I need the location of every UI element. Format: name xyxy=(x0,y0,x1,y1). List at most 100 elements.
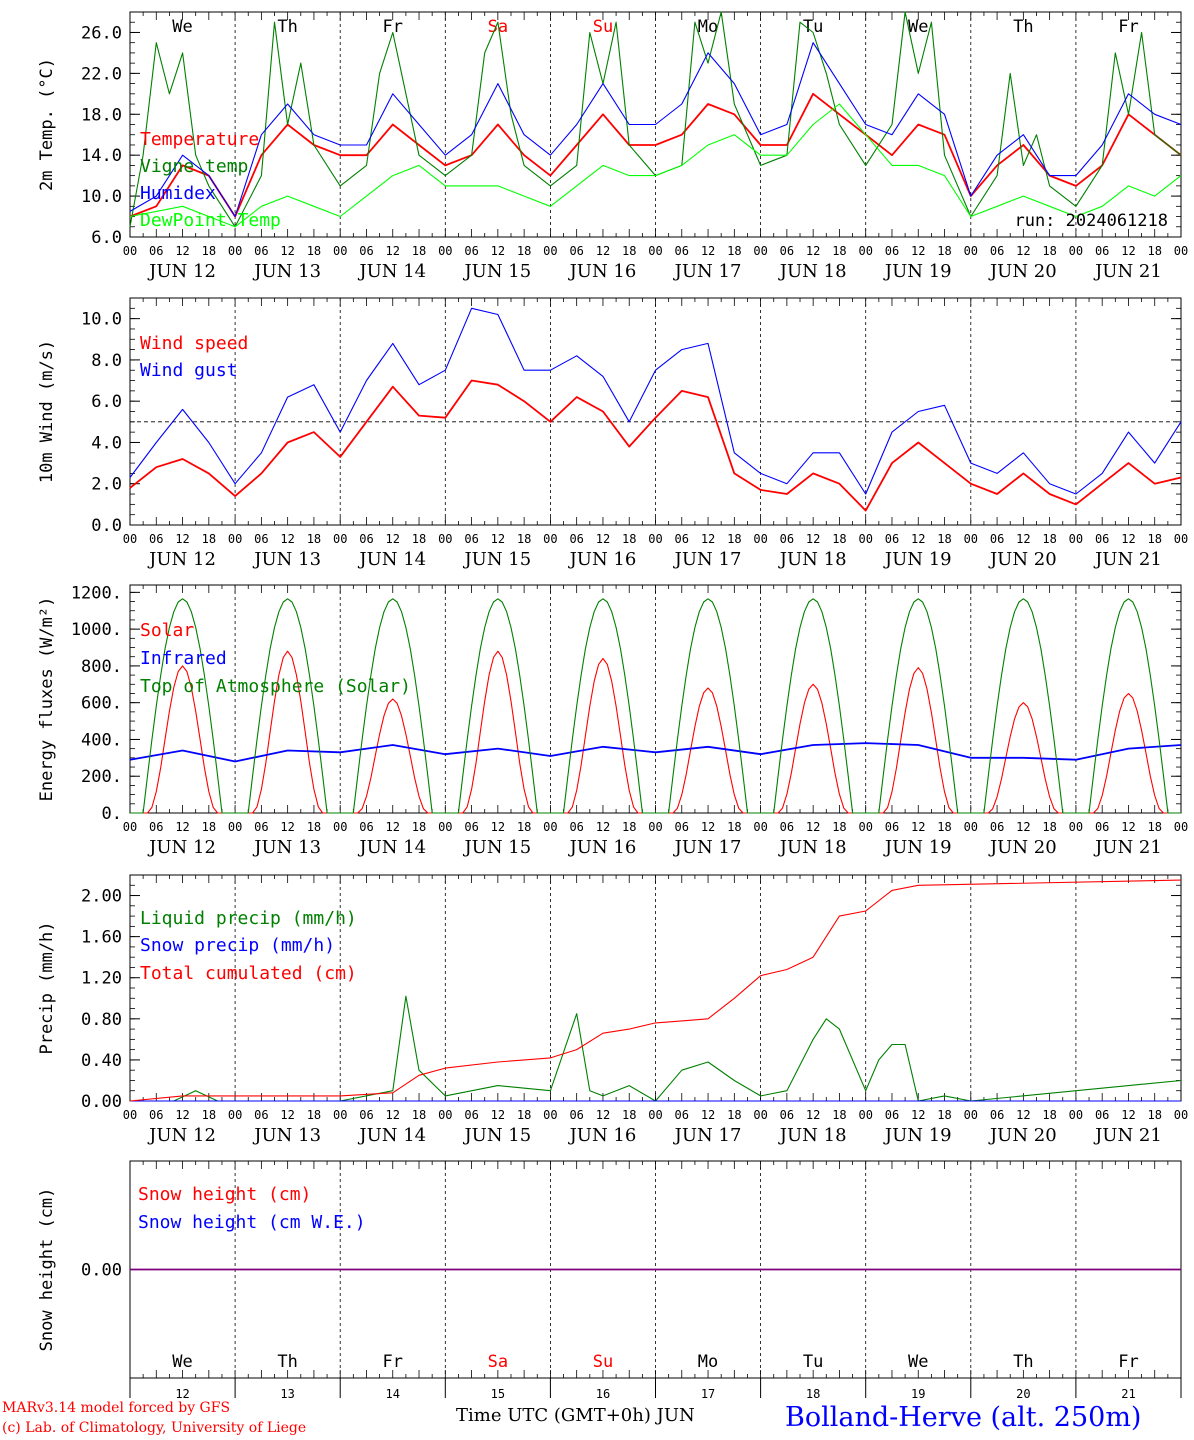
day-number-label: 17 xyxy=(701,1387,715,1401)
day-name-label: Tu xyxy=(803,1352,823,1372)
series-line xyxy=(129,103,1182,228)
date-label: JUN 15 xyxy=(462,261,531,282)
y-axis-label: 10m Wind (m/s) xyxy=(37,340,57,483)
hour-tick-label: 00 xyxy=(438,820,452,834)
date-label: JUN 21 xyxy=(1093,261,1162,282)
y-tick-label: 600. xyxy=(81,694,122,714)
hour-tick-label: 06 xyxy=(359,820,373,834)
date-label: JUN 17 xyxy=(673,261,742,282)
hour-tick-label: 18 xyxy=(832,820,846,834)
hour-tick-label: 18 xyxy=(517,244,531,258)
date-label: JUN 13 xyxy=(252,549,321,570)
hour-tick-label: 06 xyxy=(990,1108,1004,1122)
day-number-label: 20 xyxy=(1016,1387,1030,1401)
hour-tick-label: 12 xyxy=(175,244,189,258)
hour-tick-label: 12 xyxy=(1121,820,1135,834)
hour-tick-label: 00 xyxy=(648,244,662,258)
hour-tick-label: 06 xyxy=(254,532,268,546)
y-tick-label: 200. xyxy=(81,767,122,787)
hour-tick-label: 18 xyxy=(307,1108,321,1122)
hour-tick-label: 00 xyxy=(333,244,347,258)
hour-tick-label: 00 xyxy=(1069,820,1083,834)
hour-tick-label: 18 xyxy=(727,244,741,258)
y-tick-label: 1.60 xyxy=(81,928,122,948)
hour-tick-label: 18 xyxy=(517,1108,531,1122)
date-label: JUN 18 xyxy=(778,837,847,858)
legend-entry: Total cumulated (cm) xyxy=(140,963,357,984)
day-number-label: 16 xyxy=(596,1387,610,1401)
footer-model-line2: (c) Lab. of Climatology, University of L… xyxy=(2,1420,307,1436)
panel-2: 0.0 2.0 4.0 6.0 8.0 10.0 10m Wind (m/s) 00 06 12 1… xyxy=(37,297,1188,570)
hour-tick-label: 12 xyxy=(1016,244,1030,258)
hour-tick-label: 18 xyxy=(412,820,426,834)
hour-tick-label: 18 xyxy=(202,1108,216,1122)
hour-tick-label: 12 xyxy=(806,532,820,546)
hour-tick-label: 12 xyxy=(1016,820,1030,834)
hour-tick-label: 12 xyxy=(280,532,294,546)
footer-xlabel: Time UTC (GMT+0h) JUN xyxy=(456,1405,695,1426)
hour-tick-label: 12 xyxy=(280,820,294,834)
date-label: JUN 21 xyxy=(1093,837,1162,858)
hour-tick-label: 06 xyxy=(780,244,794,258)
hour-tick-label: 06 xyxy=(149,820,163,834)
series-line xyxy=(130,598,1181,814)
hour-tick-label: 00 xyxy=(1174,532,1188,546)
hour-tick-label: 12 xyxy=(175,1108,189,1122)
y-tick-label: 1000. xyxy=(71,620,122,640)
hour-tick-label: 12 xyxy=(701,244,715,258)
y-tick-label: 10.0 xyxy=(81,187,122,207)
series-line xyxy=(129,92,1182,218)
x-axis-label: Time UTC (GMT+0h) xyxy=(456,1405,651,1426)
hour-tick-label: 06 xyxy=(1095,532,1109,546)
hour-tick-label: 00 xyxy=(1069,1108,1083,1122)
hour-tick-label: 18 xyxy=(202,532,216,546)
hour-tick-label: 18 xyxy=(1147,820,1161,834)
hour-tick-label: 18 xyxy=(202,820,216,834)
hour-tick-label: 12 xyxy=(596,1108,610,1122)
footer-model-line1: MARv3.14 model forced by GFS xyxy=(2,1400,231,1416)
y-tick-label: 400. xyxy=(81,730,122,750)
hour-tick-label: 00 xyxy=(1069,244,1083,258)
y-tick-label: 1.20 xyxy=(81,969,122,989)
y-tick-label: 26.0 xyxy=(81,23,122,43)
y-tick-label: 800. xyxy=(81,657,122,677)
hour-tick-label: 18 xyxy=(937,532,951,546)
hour-tick-label: 18 xyxy=(937,820,951,834)
date-label: JUN 15 xyxy=(462,837,531,858)
hour-tick-label: 18 xyxy=(832,532,846,546)
hour-tick-label: 18 xyxy=(1042,532,1056,546)
date-label: JUN 20 xyxy=(988,261,1057,282)
y-tick-label: 6.0 xyxy=(91,392,122,412)
hour-tick-label: 18 xyxy=(832,1108,846,1122)
y-tick-label: 0.00 xyxy=(81,1092,122,1112)
hour-tick-label: 06 xyxy=(675,532,689,546)
hour-tick-label: 18 xyxy=(622,1108,636,1122)
hour-tick-label: 06 xyxy=(1095,1108,1109,1122)
panel-4: 0.00 0.40 0.80 1.20 1.60 2.00 Precip (mm/h) 00 0… xyxy=(37,874,1188,1146)
day-name-label: Sa xyxy=(488,1352,508,1372)
hour-tick-label: 18 xyxy=(727,1108,741,1122)
y-tick-label: 4.0 xyxy=(91,433,122,453)
day-name-label: Fr xyxy=(383,17,403,37)
hour-tick-label: 06 xyxy=(990,244,1004,258)
date-label: JUN 18 xyxy=(778,261,847,282)
hour-tick-label: 12 xyxy=(1121,1108,1135,1122)
hour-tick-label: 18 xyxy=(412,532,426,546)
hour-tick-label: 06 xyxy=(1095,244,1109,258)
legend-entry: Humidex xyxy=(140,183,216,204)
y-tick-label: 0.0 xyxy=(91,516,122,536)
day-number-label: 14 xyxy=(386,1387,400,1401)
hour-tick-label: 06 xyxy=(675,1108,689,1122)
hour-tick-label: 06 xyxy=(464,820,478,834)
hour-tick-label: 06 xyxy=(990,532,1004,546)
hour-tick-label: 00 xyxy=(438,1108,452,1122)
hour-tick-label: 18 xyxy=(1042,820,1056,834)
day-name-label: Sa xyxy=(488,17,508,37)
day-name-label: Su xyxy=(593,1352,613,1372)
panel-5: 0.00 Snow height (cm) We Th Fr Sa Su Mo Tu We Th Fr… xyxy=(37,1160,1182,1401)
series-line xyxy=(129,42,1182,218)
hour-tick-label: 00 xyxy=(858,532,872,546)
hour-tick-label: 18 xyxy=(937,244,951,258)
hour-tick-label: 06 xyxy=(569,244,583,258)
hour-tick-label: 06 xyxy=(675,244,689,258)
